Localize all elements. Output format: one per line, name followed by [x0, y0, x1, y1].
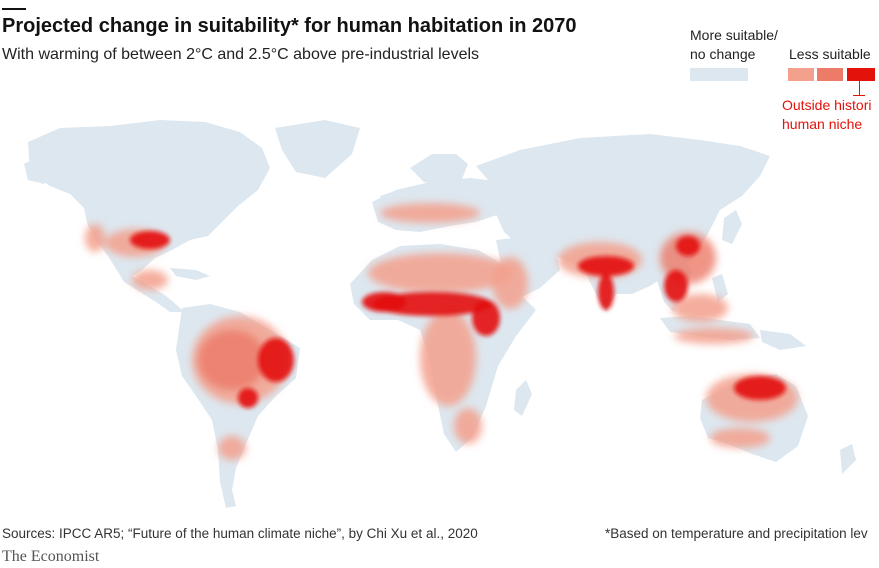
legend-swatch-less-2	[817, 68, 843, 81]
legend-more-line2: no change	[690, 46, 756, 62]
legend-outside-line1: Outside histori	[782, 97, 872, 113]
philippines	[712, 274, 728, 302]
north-america	[28, 120, 270, 278]
legend-outside-line2: human niche	[782, 116, 863, 132]
brand-logo-text: The Economist	[2, 548, 100, 565]
legend-swatch-more	[690, 68, 748, 81]
world-map	[24, 120, 856, 508]
footnote: *Based on temperature and precipitation …	[605, 526, 868, 541]
legend-swatch-outside	[847, 68, 875, 81]
legend-less-label: Less suitable	[789, 46, 871, 62]
chart-subtitle: With warming of between 2°C and 2.5°C ab…	[2, 46, 480, 63]
legend-more-line1: More suitable/	[690, 27, 778, 43]
alaska	[24, 152, 60, 184]
madagascar	[514, 380, 532, 416]
outside-niche-zones	[130, 231, 786, 408]
chart-title: Projected change in suitability* for hum…	[2, 15, 577, 37]
legend-pointer-foot	[853, 95, 865, 96]
title-rule	[2, 8, 26, 10]
new-guinea	[760, 330, 806, 350]
asia	[476, 134, 770, 294]
caribbean	[170, 268, 210, 280]
japan	[722, 210, 742, 244]
scandinavia	[410, 154, 468, 186]
new-zealand	[840, 444, 856, 474]
legend-pointer-line	[859, 80, 860, 96]
source-note: Sources: IPCC AR5; “Future of the human …	[2, 526, 478, 541]
greenland	[275, 120, 360, 178]
legend-swatch-less-1	[788, 68, 814, 81]
